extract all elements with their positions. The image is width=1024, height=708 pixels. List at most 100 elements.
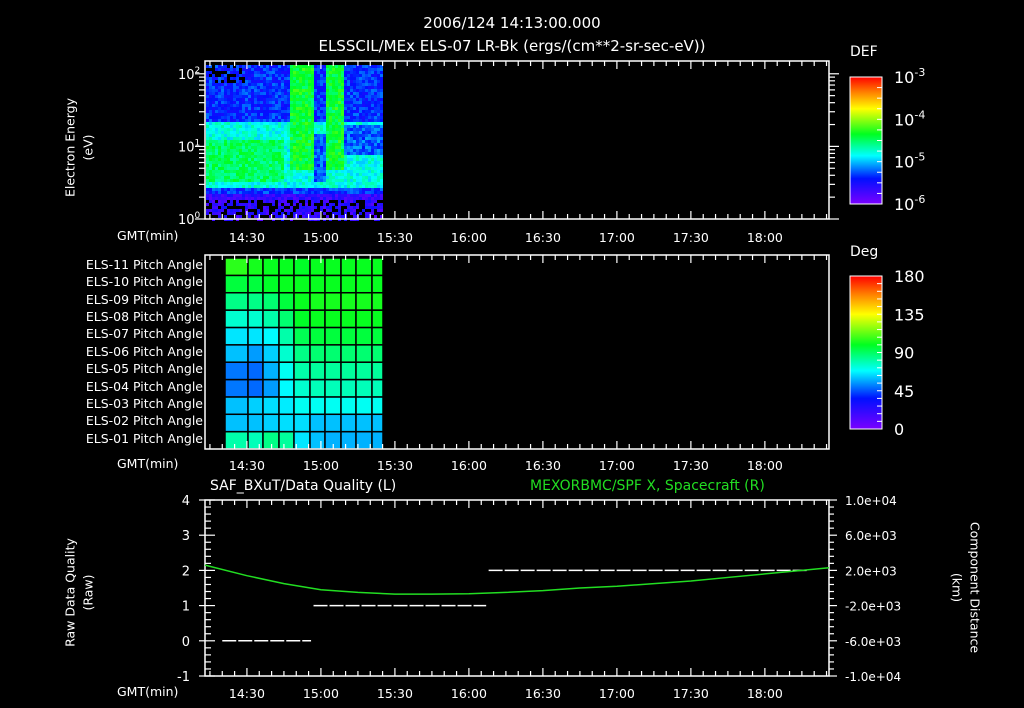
pitch-angle-row-label: ELS-09 Pitch Angle (85, 291, 203, 307)
quality-ytick-label: -1 (177, 670, 190, 685)
pitch-angle-cell (247, 257, 264, 277)
plot-frame (204, 499, 830, 677)
pitch-angle-cell (371, 274, 384, 294)
quality-ylabel-unit: (Raw) (80, 574, 96, 611)
time-tick-label: 15:30 (377, 686, 413, 701)
pitch-angle-cell (262, 396, 280, 416)
data-quality-panel: 14:30 15:00 15:30 16:00 16:30 17:00 17:30 18:00… (177, 494, 901, 701)
colorbar (849, 76, 883, 205)
time-axis-label-2: GMT(min) (117, 456, 179, 471)
pitch-angle-cell (247, 344, 264, 363)
pitch-angle-cell (293, 326, 311, 346)
pitch-angle-cell (309, 257, 326, 277)
pitch-angle-cell (371, 396, 384, 416)
pitch-angle-cell (224, 309, 249, 329)
pitch-angle-cell (262, 309, 280, 329)
energy-ylabel-unit: (eV) (80, 134, 96, 161)
pitch-angle-cell (309, 344, 326, 363)
time-tick-label: 17:00 (599, 686, 635, 701)
pitch-angle-cell (224, 361, 249, 381)
colorbar-label: 10-4 (894, 108, 925, 129)
pitch-angle-cell (340, 326, 357, 346)
time-tick-label: 17:30 (673, 230, 709, 245)
pitch-angle-cell (371, 361, 384, 381)
pitch-angle-cell (247, 413, 264, 433)
pitch-angle-cell (278, 274, 295, 294)
time-tick-label: 17:30 (673, 686, 709, 701)
time-tick-label: 18:00 (747, 686, 783, 701)
pitch-angle-cell (278, 378, 295, 398)
pitch-angle-cell (324, 413, 342, 433)
distance-ytick-label: 6.0e+03 (845, 529, 897, 543)
pitch-angle-cell (371, 430, 384, 450)
pitch-angle-cell (278, 291, 295, 311)
pitch-angle-cell (309, 396, 326, 416)
pitch-angle-cell (247, 361, 264, 381)
pitch-angle-cell (340, 291, 357, 311)
energy-ylabel: Electron Energy (62, 98, 78, 198)
pitch-angle-cell (224, 430, 249, 450)
pitch-angle-cell (309, 309, 326, 329)
time-tick-label: 15:30 (377, 230, 413, 245)
pitch-angle-cell (355, 274, 373, 294)
quality-title: SAF_BXuT/Data Quality (L) (210, 478, 397, 494)
pitch-angle-cell (247, 396, 264, 416)
pitch-angle-cell (262, 413, 280, 433)
colorbar-label: 0 (894, 420, 904, 439)
time-tick-label: 14:30 (229, 458, 265, 473)
time-tick-label: 16:30 (525, 686, 561, 701)
distance-ylabel-unit: (km) (949, 572, 965, 603)
pitch-angle-cell (278, 326, 295, 346)
time-axis-label-3: GMT(min) (117, 684, 179, 699)
plot-frame (204, 60, 830, 220)
pitch-angle-cell (293, 378, 311, 398)
energy-ytick-label: 102 (178, 66, 200, 83)
pitch-angle-cell (293, 396, 311, 416)
plot-frame (204, 254, 830, 450)
distance-line (204, 564, 830, 595)
pitch-angle-cell (224, 274, 249, 294)
pitch-angle-cell (324, 257, 342, 277)
pitch-angle-cell (355, 361, 373, 381)
distance-ytick-label: -2.0e+03 (845, 600, 901, 614)
pitch-angle-cell (340, 378, 357, 398)
plot-subtitle: ELSSCIL/MEx ELS-07 LR-Bk (ergs/(cm**2-sr… (318, 37, 706, 55)
pitch-angle-cell (324, 361, 342, 381)
pitch-angle-cell (262, 361, 280, 381)
pitch-angle-cell (293, 413, 311, 433)
quality-ytick-label: 1 (182, 600, 190, 615)
pitch-angle-cell (224, 291, 249, 311)
pitch-angle-cell (340, 257, 357, 277)
pitch-angle-cell (309, 413, 326, 433)
time-tick-label: 18:00 (747, 230, 783, 245)
time-tick-label: 16:00 (451, 458, 487, 473)
distance-ytick-label: 1.0e+04 (845, 494, 897, 508)
pitch-angle-row-label: ELS-04 Pitch Angle (85, 378, 203, 394)
time-tick-label: 15:00 (303, 230, 339, 245)
time-tick-label: 17:30 (673, 458, 709, 473)
colorbar-label: 90 (894, 344, 914, 363)
pitch-angle-cell (262, 344, 280, 363)
pitch-angle-cell (340, 344, 357, 363)
pitch-angle-cell (224, 378, 249, 398)
pitch-angle-row-label: ELS-10 Pitch Angle (85, 274, 203, 290)
deg-colorbar-title: Deg (850, 244, 879, 260)
time-tick-label: 18:00 (747, 458, 783, 473)
colorbar-label: 135 (894, 305, 925, 324)
pitch-angle-row-label: ELS-07 Pitch Angle (85, 326, 203, 342)
pitch-angle-cell (324, 326, 342, 346)
pitch-angle-cell (355, 291, 373, 311)
quality-ytick-label: 4 (182, 494, 190, 509)
pitch-angle-cell (340, 361, 357, 381)
pitch-angle-cell (355, 413, 373, 433)
time-tick-label: 16:30 (525, 458, 561, 473)
colorbar-label: 45 (894, 382, 914, 401)
pitch-angle-cell (262, 274, 280, 294)
time-tick-label: 16:00 (451, 686, 487, 701)
pitch-angle-cell (309, 430, 326, 450)
energy-spectrogram-panel: 14:30 15:00 15:30 16:00 16:30 17:00 17:30 18:00… (178, 60, 925, 245)
pitch-angle-cell (355, 378, 373, 398)
colorbar-label: 10-5 (894, 151, 925, 172)
pitch-angle-cell (278, 257, 295, 277)
